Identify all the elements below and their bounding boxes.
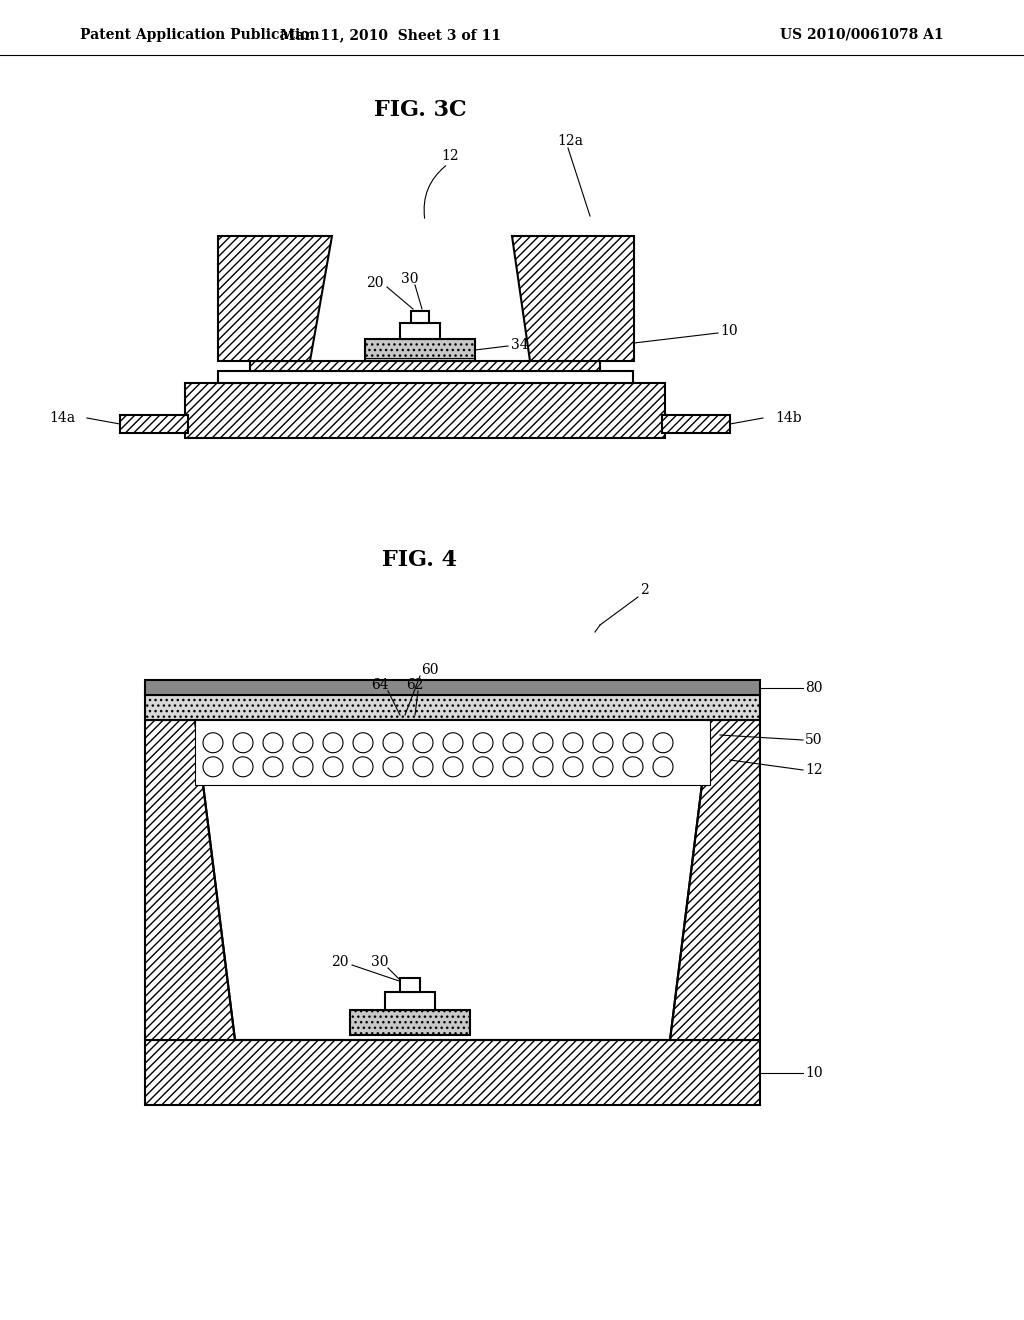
- Text: 2: 2: [640, 583, 649, 597]
- Text: 12: 12: [441, 149, 459, 162]
- Circle shape: [443, 733, 463, 752]
- Circle shape: [593, 756, 613, 776]
- Text: 50: 50: [805, 733, 822, 747]
- Polygon shape: [218, 236, 332, 360]
- Circle shape: [323, 733, 343, 752]
- Bar: [662, 414, 730, 433]
- Text: 62: 62: [407, 678, 424, 692]
- Text: 20: 20: [331, 954, 349, 969]
- Polygon shape: [670, 719, 760, 1040]
- Circle shape: [623, 756, 643, 776]
- Circle shape: [413, 756, 433, 776]
- Bar: [185, 383, 665, 438]
- Bar: [385, 993, 435, 1010]
- Bar: [400, 978, 420, 993]
- Circle shape: [413, 733, 433, 752]
- Circle shape: [383, 733, 403, 752]
- Circle shape: [323, 756, 343, 776]
- Text: 34: 34: [511, 338, 528, 352]
- Text: FIG. 3C: FIG. 3C: [374, 99, 466, 121]
- Bar: [365, 339, 475, 360]
- Circle shape: [353, 733, 373, 752]
- Polygon shape: [195, 719, 710, 1040]
- Circle shape: [503, 756, 523, 776]
- Circle shape: [233, 733, 253, 752]
- Circle shape: [203, 733, 223, 752]
- Text: FIG. 4: FIG. 4: [383, 549, 458, 572]
- Text: 60: 60: [421, 663, 438, 677]
- Circle shape: [593, 733, 613, 752]
- Polygon shape: [512, 236, 634, 360]
- Circle shape: [293, 733, 313, 752]
- Text: 80: 80: [805, 681, 822, 696]
- Circle shape: [443, 756, 463, 776]
- Circle shape: [203, 756, 223, 776]
- Text: 14a: 14a: [49, 411, 75, 425]
- Circle shape: [623, 733, 643, 752]
- Bar: [250, 360, 600, 371]
- Circle shape: [473, 733, 493, 752]
- Text: 20: 20: [367, 276, 384, 290]
- Circle shape: [263, 756, 283, 776]
- Circle shape: [233, 756, 253, 776]
- Circle shape: [653, 756, 673, 776]
- Circle shape: [563, 733, 583, 752]
- Text: 64: 64: [371, 678, 389, 692]
- Text: Patent Application Publication: Patent Application Publication: [80, 28, 319, 42]
- Text: 30: 30: [401, 272, 419, 286]
- Circle shape: [534, 733, 553, 752]
- Circle shape: [534, 756, 553, 776]
- Bar: [218, 371, 633, 383]
- Bar: [145, 680, 760, 696]
- Text: 12: 12: [805, 763, 822, 777]
- Bar: [120, 414, 188, 433]
- Text: 12a: 12a: [557, 135, 583, 148]
- Text: US 2010/0061078 A1: US 2010/0061078 A1: [780, 28, 944, 42]
- Circle shape: [473, 756, 493, 776]
- Bar: [145, 696, 760, 719]
- Bar: [400, 323, 440, 339]
- Circle shape: [353, 756, 373, 776]
- Circle shape: [503, 733, 523, 752]
- Circle shape: [293, 756, 313, 776]
- Circle shape: [563, 756, 583, 776]
- Text: 30: 30: [372, 954, 389, 969]
- Bar: [195, 719, 710, 785]
- Polygon shape: [145, 719, 234, 1040]
- Bar: [310, 236, 530, 360]
- Circle shape: [653, 733, 673, 752]
- Bar: [350, 1010, 470, 1035]
- Text: Mar. 11, 2010  Sheet 3 of 11: Mar. 11, 2010 Sheet 3 of 11: [280, 28, 501, 42]
- Circle shape: [263, 733, 283, 752]
- Circle shape: [383, 756, 403, 776]
- Text: 10: 10: [720, 323, 737, 338]
- Bar: [411, 312, 429, 323]
- Text: 14b: 14b: [775, 411, 802, 425]
- Text: 10: 10: [805, 1067, 822, 1080]
- Bar: [145, 1040, 760, 1105]
